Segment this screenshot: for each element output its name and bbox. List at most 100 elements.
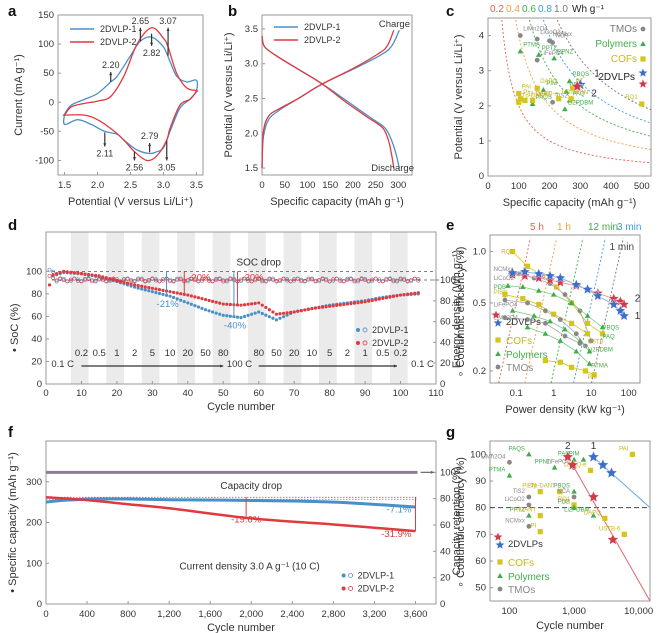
e-ref-point [569,320,575,326]
g-point-label: PPTZ [510,508,526,514]
d-ce-point [377,277,382,282]
c-point-PIBN [568,96,574,102]
e-material-label: PAI [588,375,598,381]
d-rate-backward: 2 [345,348,350,359]
d-soc-point [207,298,211,303]
c-iso-label: 0.2 [490,4,504,15]
d-soc-point [83,272,87,276]
c-point-PAI [516,90,522,97]
e-vlp1-star [614,304,627,316]
f-xtick: 1,200 [157,609,181,620]
e-vlp1-star [570,278,583,290]
e-ref-point [524,324,531,330]
a-cv-1 [62,36,199,155]
e-ref-point [502,297,508,303]
g-vlp-label: 2 [565,441,571,452]
d-ce-point [274,279,279,284]
d-ce-point [402,277,406,282]
g-point-label: PIM [569,452,580,458]
d-legend-ring-1 [362,327,368,333]
e-xtick: 100 [621,388,637,399]
g-xtick: 10,000 [624,606,653,617]
e-time-line [498,238,531,384]
c-legend-cof-marker [640,56,646,62]
d-ce-point [285,277,289,281]
c-point-Tt-DANT [522,97,528,104]
b-xlabel: Specific capacity (mAh g⁻¹) [270,196,404,208]
d-xtick: 70 [289,388,300,399]
g-point [551,464,558,470]
d-rate-band [70,232,89,384]
e-ref-point [509,307,516,313]
d-soc-point [200,297,204,301]
d-ce-point [51,276,55,280]
e-time-line [591,238,624,384]
d-ce-point [345,278,350,282]
d-xlabel: Cycle number [207,401,275,413]
d-soc-point [136,286,140,290]
d-ce-point [200,277,204,282]
d-legend-dot-2 [356,340,360,345]
d-soc-point [214,311,218,315]
g-point [566,458,579,471]
d-ce-point [405,279,410,284]
c-ytick: 2 [479,101,484,112]
d-ce-point [253,278,258,283]
c-legend-cofs: COFs [611,54,637,65]
c-xtick: 100 [511,181,527,192]
e-material-label: USTB [588,339,604,345]
g-fit-line [572,464,651,602]
g-point-label: LiMn2O4 [481,454,506,460]
panel-letter-b: b [228,3,237,20]
d-soc-point [161,288,165,292]
d-rate-backward: 1 [362,348,367,359]
g-legend-star-2 [492,531,504,542]
e-ref-point [588,338,594,344]
d-ce-point [200,278,204,283]
d-ce-point [302,278,307,283]
e-ref-point [584,320,591,326]
g-xtick: 100 [502,606,518,617]
d-soc-point [253,311,257,315]
d-ce-point [185,279,190,284]
d-soc-point [356,301,360,305]
d-ce-point [366,279,371,284]
c-point-NCA [550,40,555,45]
a-annotation-arrow-head [166,27,170,31]
c-iso-label: 0.8 [538,4,552,15]
g-point-label: Li2PDBM [564,508,589,514]
d-ce-point [281,276,286,281]
c-point-label: Tp-DANT [522,93,548,99]
b-ytick: 3.5 [245,24,258,35]
a-ytick: 50 [43,68,54,79]
d-soc-point [76,271,80,275]
c-ytick: 3 [479,66,484,77]
d-soc-point [164,293,169,297]
d-ce-point [214,276,219,281]
d-ce-point [306,276,311,281]
e-legend-tmo [495,364,501,370]
d-soc-point [168,294,172,298]
f-ylabel: • Specific capacity (mAh g⁻¹) [7,452,19,592]
d-rate-backward: 50 [271,348,282,359]
d-ce-point [345,276,350,281]
d-soc-point [352,301,357,305]
a-annotation-label: 2.82 [143,48,161,58]
f-legend-dot-1 [341,573,346,578]
d-soc-point [218,301,222,305]
e-xlabel: Power density (kW kg⁻¹) [505,404,625,416]
d-soc-point [90,273,94,277]
f-capacity-vlp2 [45,495,416,533]
g-point [571,488,577,494]
f-xtick: 800 [120,609,136,620]
g-point [571,494,577,500]
c-xtick: 0 [485,181,490,192]
d-rate-backward: 0.2 [394,348,407,359]
e-legend-star-1 [492,317,504,328]
a-annotation-arrow-head [148,143,152,147]
d-rate-forward: 1 [114,348,119,359]
f-drop-label: -31.9% [381,529,412,540]
c-point-RQ1 [639,101,645,107]
c-xtick: 400 [603,181,619,192]
f-y2tick: 20 [440,573,451,584]
